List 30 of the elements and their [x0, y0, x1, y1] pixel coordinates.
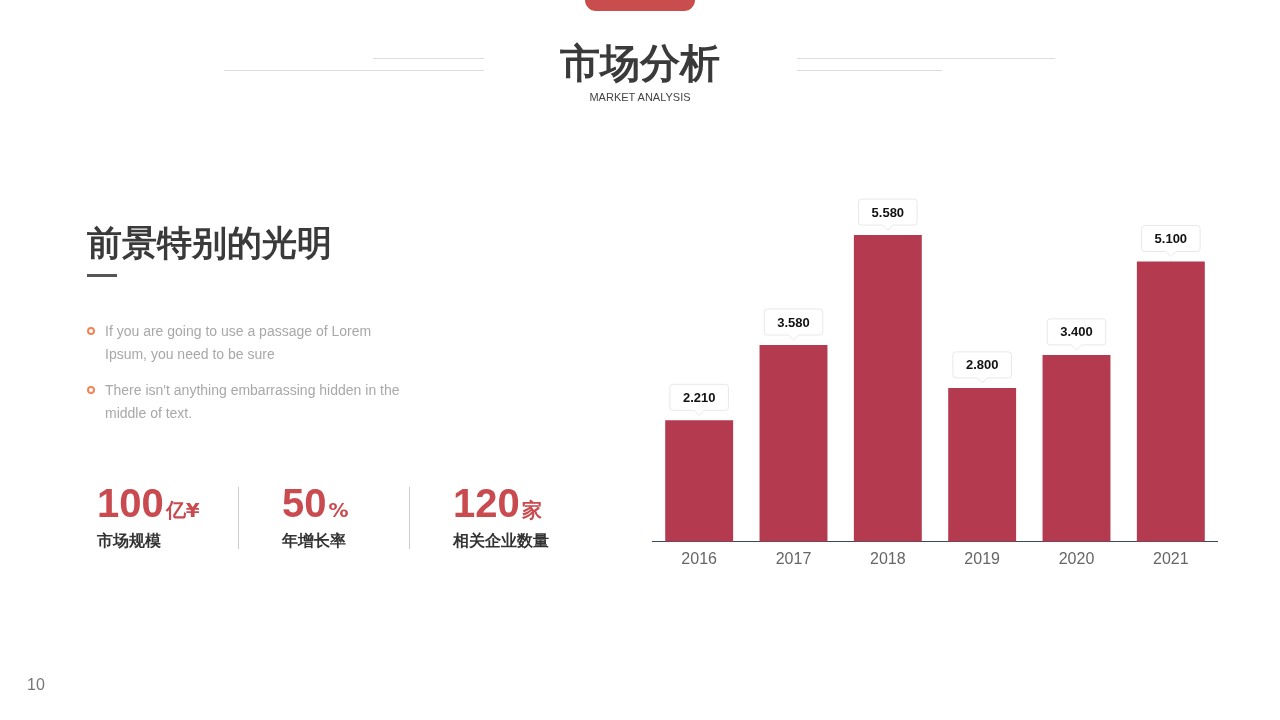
text: 前景特别的光明	[87, 222, 332, 264]
chart-title: 市场分析	[559, 40, 721, 86]
data-label: 2.800	[965, 357, 999, 373]
text: 市场规模	[97, 531, 161, 551]
text: If you are going to use a passage of Lorem Ipsum, you need to be sure	[105, 322, 373, 364]
text: 50%	[282, 481, 349, 525]
text: 120家	[453, 481, 542, 525]
text: 相关企业数量	[453, 531, 549, 551]
chart-subtitle: MARKET ANALYSIS	[588, 90, 692, 104]
text: 10	[27, 675, 45, 695]
x-tick-label: 2019	[964, 549, 1001, 567]
x-tick-label: 2018	[870, 549, 906, 567]
bar	[1042, 354, 1111, 542]
data-label: 5.580	[871, 204, 905, 220]
x-tick-label: 2016	[681, 549, 718, 567]
data-label: 3.580	[777, 314, 810, 330]
bar	[853, 235, 922, 542]
x-tick-label: 2017	[775, 549, 812, 567]
x-tick-label: 2021	[1153, 549, 1189, 567]
data-label: 3.400	[1060, 324, 1093, 340]
text: 100亿¥	[97, 481, 200, 525]
text: 年增长率	[282, 531, 346, 551]
text: There isn't anything embarrassing hidden in the middle of text.	[105, 381, 401, 423]
bar	[759, 345, 828, 542]
data-label: 5.100	[1154, 231, 1188, 247]
data-label: 2.210	[682, 389, 716, 405]
bar	[948, 387, 1017, 542]
bar	[665, 420, 734, 542]
x-tick-label: 2020	[1058, 549, 1095, 567]
bar	[1136, 261, 1205, 542]
